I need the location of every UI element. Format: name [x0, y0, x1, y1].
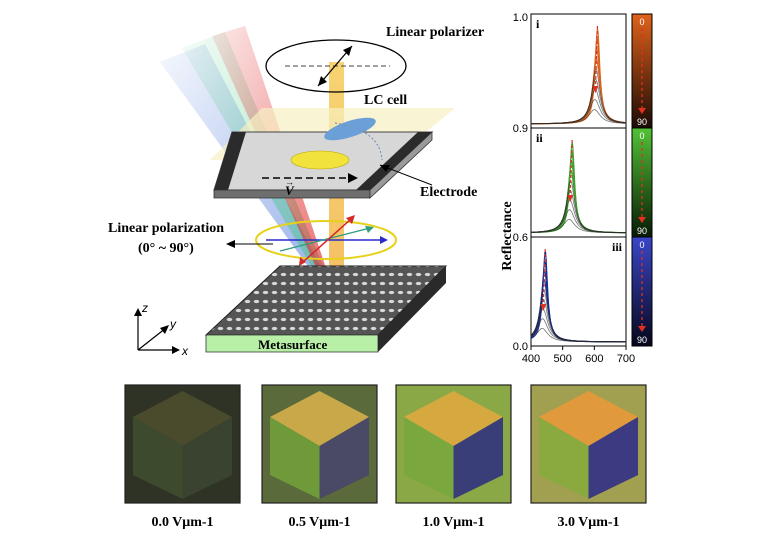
- metasurface-label: Metasurface: [258, 337, 328, 352]
- cube-top-face: [404, 391, 503, 446]
- axis-y-label: y: [169, 317, 177, 331]
- schematic: V → LC cell Linear polarizer Electrode L…: [108, 25, 484, 358]
- angle-top-label: 0: [639, 17, 644, 27]
- panel-id-label: ii: [536, 131, 543, 145]
- panel-iii: iii: [530, 236, 627, 347]
- cube-left-face: [539, 417, 589, 499]
- lc-molecule-yellow: [290, 150, 350, 170]
- photo-4: 3.0 Vμm-1: [530, 384, 647, 530]
- cube-right-face: [453, 417, 503, 499]
- panel-frame: [530, 13, 627, 129]
- trend-arrow-head: [567, 195, 574, 202]
- photo-1: 0.0 Vμm-1: [124, 384, 241, 530]
- angle-bottom-label: 90: [637, 335, 647, 345]
- cube-left-face: [270, 417, 320, 499]
- trend-arrow: [569, 139, 573, 198]
- photo-frame: [261, 384, 378, 504]
- polarization-ellipse: [255, 215, 397, 266]
- series-curve: [531, 109, 626, 125]
- photo-frame: [530, 384, 647, 504]
- angle-bar-ii: 0 90: [631, 127, 653, 238]
- angle-bottom-label: 90: [637, 117, 647, 127]
- electrode-label: Electrode: [420, 185, 477, 200]
- cube-right-face: [588, 417, 638, 499]
- cube-right-face: [319, 417, 369, 499]
- lc-cell: V →: [210, 108, 455, 199]
- series-curve: [531, 219, 626, 234]
- photo-caption: 0.0 Vμm-1: [151, 515, 213, 530]
- chart-ylabel: Reflectance: [500, 201, 515, 270]
- coordinate-axes: z y x: [134, 301, 189, 358]
- photo-row: 0.0 Vμm-1 0.5 Vμm-1 1.0 Vμm-1 3.0 Vμm-1: [124, 384, 647, 530]
- angle-color-bars: 0 90 0 90 0 90: [631, 13, 653, 347]
- photo-caption: 1.0 Vμm-1: [422, 515, 484, 530]
- photo-caption: 3.0 Vμm-1: [557, 515, 619, 530]
- angle-bar-i: 0 90: [631, 13, 653, 129]
- x-tick-label: 700: [617, 353, 635, 365]
- y-tick-label: 0.9: [513, 123, 528, 135]
- photo-2: 0.5 Vμm-1: [261, 384, 378, 530]
- trend-arrow-head: [540, 304, 547, 311]
- panel-i: i: [530, 13, 627, 129]
- angle-bottom-label: 90: [637, 226, 647, 236]
- chart-ticks: 0.0 0.6 0.9 1.0 400 500 600 700: [513, 12, 635, 365]
- x-tick-label: 600: [585, 353, 603, 365]
- photo-frame: [395, 384, 512, 504]
- axis-x-label: x: [181, 344, 189, 358]
- field-vector-arrow-mark: →: [285, 177, 294, 187]
- polarization-range-label: (0° ~ 90°): [138, 241, 194, 256]
- angle-bar-fill: [631, 236, 653, 347]
- panel-ii: ii: [530, 127, 627, 238]
- linear-polarizer-label: Linear polarizer: [386, 25, 484, 40]
- electrode-pointer: [379, 164, 433, 186]
- trend-arrow: [594, 25, 599, 89]
- y-tick-label: 0.6: [513, 232, 528, 244]
- axis-z-label: z: [141, 301, 148, 315]
- photo-caption: 0.5 Vμm-1: [288, 515, 350, 530]
- cube-right-face: [182, 417, 232, 499]
- linear-polarizer: [265, 39, 407, 93]
- x-tick-label: 400: [522, 353, 540, 365]
- series-curve: [530, 328, 626, 343]
- y-tick-label: 0.0: [513, 341, 528, 353]
- metasurface: [204, 265, 448, 353]
- lc-cell-label: LC cell: [364, 93, 407, 108]
- panel-id-label: iii: [612, 240, 623, 254]
- cube-top-face: [133, 391, 232, 446]
- angle-arrow-head: [638, 108, 646, 114]
- cube-left-face: [133, 417, 183, 499]
- lc-molecule-blue: [324, 117, 376, 141]
- angle-arrow-head: [638, 326, 646, 332]
- linear-polarization-label: Linear polarization: [108, 221, 224, 236]
- x-tick-label: 500: [553, 353, 571, 365]
- angle-bar-iii: 0 90: [631, 236, 653, 347]
- cube-top-face: [539, 391, 638, 446]
- angle-top-label: 0: [639, 240, 644, 250]
- angle-top-label: 0: [639, 131, 644, 141]
- photo-3: 1.0 Vμm-1: [395, 384, 512, 530]
- panel-id-label: i: [536, 17, 540, 31]
- angle-arrow-head: [638, 217, 646, 223]
- field-vector-label: V: [285, 183, 295, 198]
- cube-top-face: [270, 391, 369, 446]
- cube-left-face: [404, 417, 454, 499]
- photo-frame: [124, 384, 241, 504]
- trend-arrow: [542, 248, 546, 307]
- y-tick-label: 1.0: [513, 12, 528, 24]
- trend-arrow-head: [592, 86, 599, 93]
